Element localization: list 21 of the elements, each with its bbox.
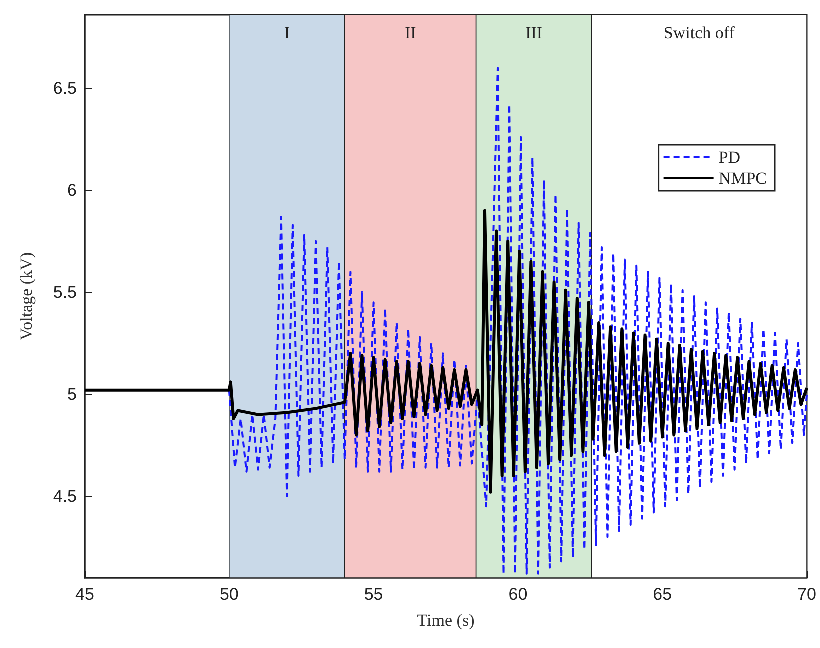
legend-label: NMPC bbox=[718, 169, 767, 188]
x-tick-label: 55 bbox=[364, 585, 384, 604]
band-label: I bbox=[284, 24, 290, 43]
y-tick-label: 6 bbox=[68, 180, 77, 200]
x-axis-title: Time (s) bbox=[417, 611, 475, 630]
y-tick-label: 6.5 bbox=[53, 78, 77, 98]
y-axis-title: Voltage (kV) bbox=[17, 252, 36, 340]
band-label: II bbox=[404, 24, 417, 43]
x-tick-label: 50 bbox=[220, 585, 239, 604]
y-tick-label: 5.5 bbox=[53, 282, 77, 302]
x-tick-label: 65 bbox=[653, 585, 672, 604]
legend-label: PD bbox=[718, 148, 741, 167]
x-tick-label: 70 bbox=[798, 585, 816, 604]
y-tick-label: 4.5 bbox=[53, 486, 77, 506]
band-label: III bbox=[526, 24, 543, 43]
line-series bbox=[84, 209, 808, 494]
x-tick-label: 45 bbox=[76, 585, 94, 604]
line-series bbox=[228, 67, 808, 575]
y-tick-label: 5 bbox=[68, 384, 77, 404]
x-tick-label: 60 bbox=[508, 585, 528, 604]
band-label: Switch off bbox=[664, 24, 736, 43]
